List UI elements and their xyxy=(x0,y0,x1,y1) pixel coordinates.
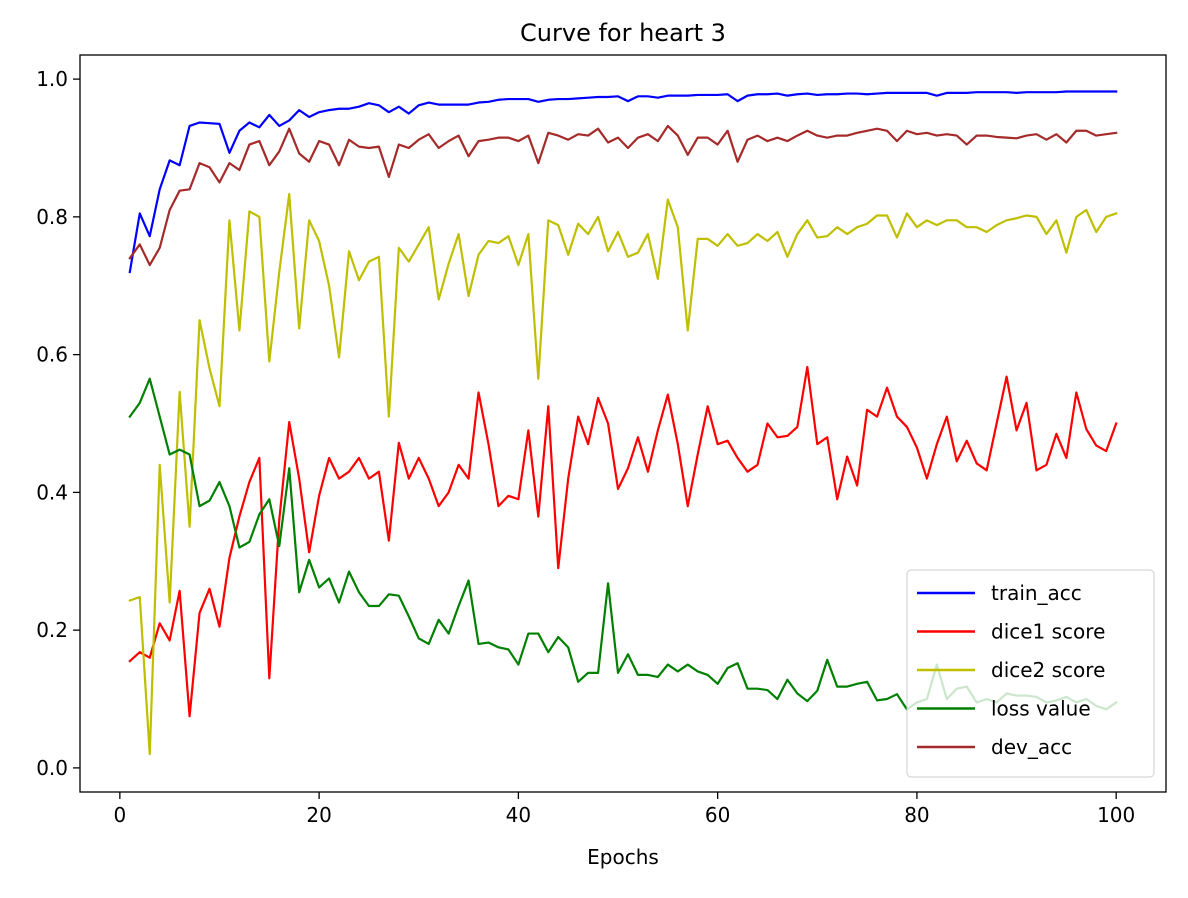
y-axis: 0.0 0.2 0.4 0.6 0.8 1.0 xyxy=(36,67,80,780)
series-line-train-acc xyxy=(128,90,1118,274)
chart-title: Curve for heart 3 xyxy=(520,19,726,47)
series-line-dice2-score xyxy=(128,193,1118,756)
y-tick-label: 0.4 xyxy=(36,480,68,504)
legend-label: dice1 score xyxy=(991,620,1105,644)
x-axis-label: Epochs xyxy=(587,845,659,869)
x-axis: 0 20 40 60 80 100 xyxy=(113,792,1135,827)
y-tick-label: 0.0 xyxy=(36,756,68,780)
series-line-dev-acc xyxy=(128,124,1118,267)
x-tick-label: 80 xyxy=(904,803,929,827)
series-line-dice1-score xyxy=(128,365,1118,718)
x-tick-label: 40 xyxy=(506,803,531,827)
legend-label: loss value xyxy=(991,697,1091,721)
legend-label: dice2 score xyxy=(991,658,1105,682)
y-tick-label: 1.0 xyxy=(36,67,68,91)
y-tick-label: 0.6 xyxy=(36,343,68,367)
y-tick-label: 0.2 xyxy=(36,618,68,642)
x-tick-label: 60 xyxy=(705,803,730,827)
x-tick-label: 20 xyxy=(306,803,331,827)
legend-box xyxy=(906,569,1155,778)
legend: train_acc dice1 score dice2 score loss valu… xyxy=(906,569,1155,778)
legend-label: dev_acc xyxy=(991,735,1072,759)
plot-lines xyxy=(128,90,1118,756)
x-tick-label: 0 xyxy=(113,803,126,827)
plot-frame xyxy=(79,54,1167,793)
x-tick-label: 100 xyxy=(1097,803,1135,827)
y-tick-label: 0.8 xyxy=(36,205,68,229)
legend-label: train_acc xyxy=(991,581,1082,605)
